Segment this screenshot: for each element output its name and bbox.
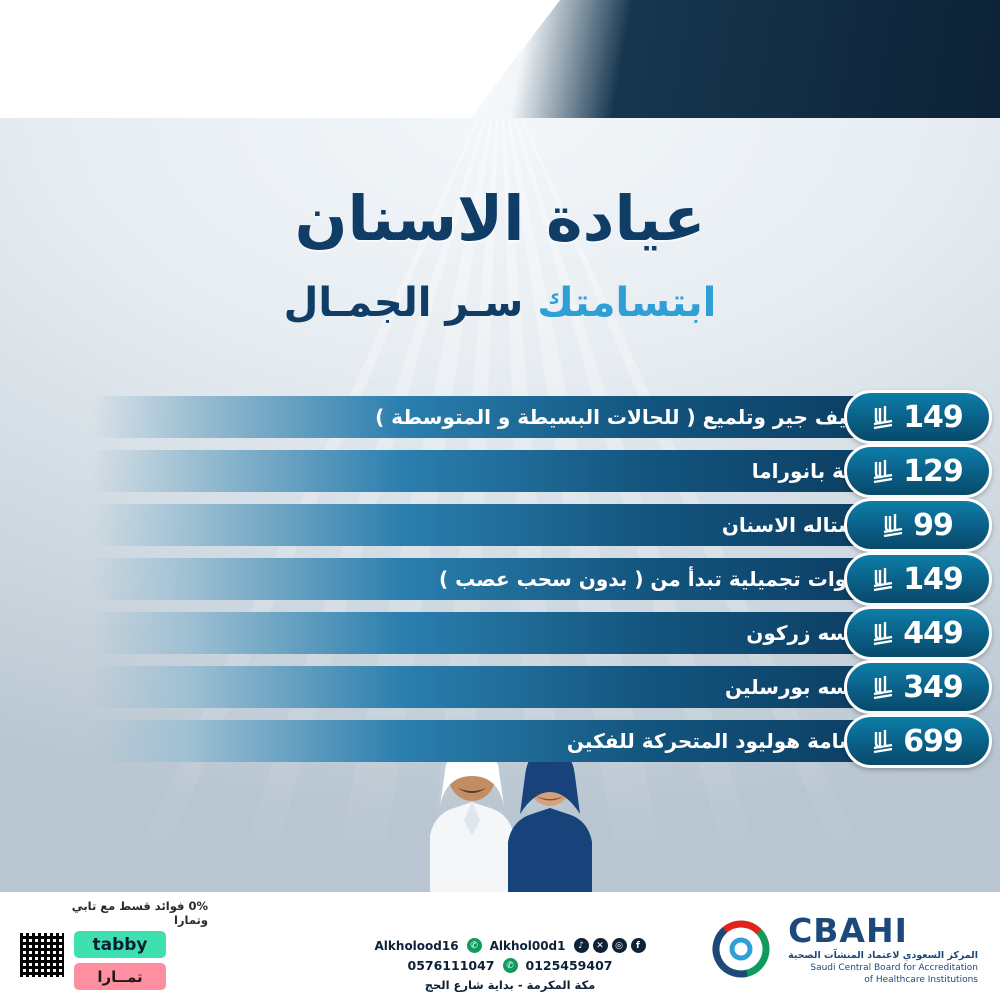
saudi-riyal-icon <box>873 460 893 484</box>
saudi-riyal-icon <box>873 622 893 646</box>
offer-price-pill[interactable]: 129 <box>844 444 992 498</box>
tiktok-icon[interactable]: ♪ <box>573 938 589 953</box>
x-twitter-icon[interactable]: ✕ <box>592 938 608 953</box>
cbahi-title: CBAHI <box>788 910 908 950</box>
offer-price-pill[interactable]: 349 <box>844 660 992 714</box>
clinic-address: مكة المكرمة - بداية شارع الحج <box>424 978 596 992</box>
cbahi-subtitle-en-2: of Healthcare Institutions <box>864 974 978 985</box>
cbahi-subtitle-en-1: Saudi Central Board for Accreditation <box>810 962 978 973</box>
qr-code-icon[interactable] <box>18 931 66 979</box>
offer-label: ابتسامة هوليود المتحركة للفكين <box>566 729 882 753</box>
offer-price: 349 <box>903 669 964 705</box>
saudi-riyal-icon <box>873 568 893 592</box>
offer-price: 129 <box>903 453 964 489</box>
offer-price-pill[interactable]: 149 <box>844 552 992 606</box>
offer-row: تلبيسه زركون 449 <box>0 606 1000 660</box>
page-title: عيادة الاسنان <box>294 182 707 255</box>
cbahi-logo-icon <box>712 920 770 978</box>
subtitle-highlight: ابتسامتك <box>537 280 717 326</box>
offer-row: تلبيسه بورسلين 349 <box>0 660 1000 714</box>
instagram-icon[interactable]: ◎ <box>611 938 627 953</box>
phone-icon: ✆ <box>502 958 518 973</box>
offer-price: 149 <box>903 561 964 597</box>
installment-block: 0% فوائد قسط مع تابي وتمارا tabby تمــار… <box>18 899 208 990</box>
whatsapp-icon[interactable]: ✆ <box>466 938 482 953</box>
saudi-riyal-icon <box>873 730 893 754</box>
offer-row: ابتسامة هوليود المتحركة للفكين 699 <box>0 714 1000 768</box>
saudi-riyal-icon <box>873 676 893 700</box>
contact-block: f ◎ ✕ ♪ Alkhol00d1 ✆ Alkholood16 0125459… <box>360 938 660 992</box>
offer-price-pill[interactable]: 99 <box>844 498 992 552</box>
offer-row-bar <box>90 504 908 546</box>
offer-row: تنظيف جير وتلميع ( للحالات البسيطة و الم… <box>0 390 1000 444</box>
social-icons[interactable]: f ◎ ✕ ♪ <box>573 938 646 953</box>
cbahi-accreditation: CBAHI المركز السعودي لاعتماد المنشآت الص… <box>706 910 978 986</box>
offer-row: كرستاله الاسنان 99 <box>0 498 1000 552</box>
offer-row-bar <box>90 666 908 708</box>
offer-row-bar <box>90 720 908 762</box>
offer-row: اشعة بانوراما 129 <box>0 444 1000 498</box>
tamara-logo[interactable]: تمــارا <box>74 963 166 990</box>
subtitle-rest: سـر الجمـال <box>283 280 524 326</box>
saudi-riyal-icon <box>883 514 903 538</box>
offer-row-bar <box>90 558 908 600</box>
whatsapp-handle: Alkholood16 <box>374 938 459 953</box>
facebook-icon[interactable]: f <box>630 938 646 953</box>
offer-price-pill[interactable]: 149 <box>844 390 992 444</box>
phone-number-1[interactable]: 0125459407 <box>525 958 613 973</box>
offer-price: 149 <box>903 399 964 435</box>
offer-price: 449 <box>903 615 964 651</box>
offer-row-bar <box>90 450 908 492</box>
offer-label: حشوات تجميلية تبدأ من ( بدون سحب عصب ) <box>438 567 882 591</box>
offers-list: تنظيف جير وتلميع ( للحالات البسيطة و الم… <box>0 390 1000 774</box>
installment-note: 0% فوائد قسط مع تابي وتمارا <box>71 899 208 927</box>
saudi-riyal-icon <box>873 406 893 430</box>
page-subtitle: ابتسامتك سـر الجمـال <box>0 280 1000 326</box>
header-bar <box>0 0 1000 118</box>
cbahi-subtitle-ar: المركز السعودي لاعتماد المنشآت الصحية <box>788 950 978 962</box>
offer-price: 699 <box>903 723 964 759</box>
offer-price-pill[interactable]: 449 <box>844 606 992 660</box>
offer-row-bar <box>90 612 908 654</box>
offer-label: تنظيف جير وتلميع ( للحالات البسيطة و الم… <box>375 405 882 429</box>
offer-row: حشوات تجميلية تبدأ من ( بدون سحب عصب ) 14… <box>0 552 1000 606</box>
offer-price: 99 <box>913 507 954 543</box>
phone-number-2[interactable]: 0576111047 <box>407 958 495 973</box>
offer-row-bar <box>90 396 908 438</box>
footer-bar: 0% فوائد قسط مع تابي وتمارا tabby تمــار… <box>0 892 1000 1000</box>
social-handle: Alkhol00d1 <box>489 938 566 953</box>
tabby-logo[interactable]: tabby <box>74 931 166 958</box>
offer-price-pill[interactable]: 699 <box>844 714 992 768</box>
